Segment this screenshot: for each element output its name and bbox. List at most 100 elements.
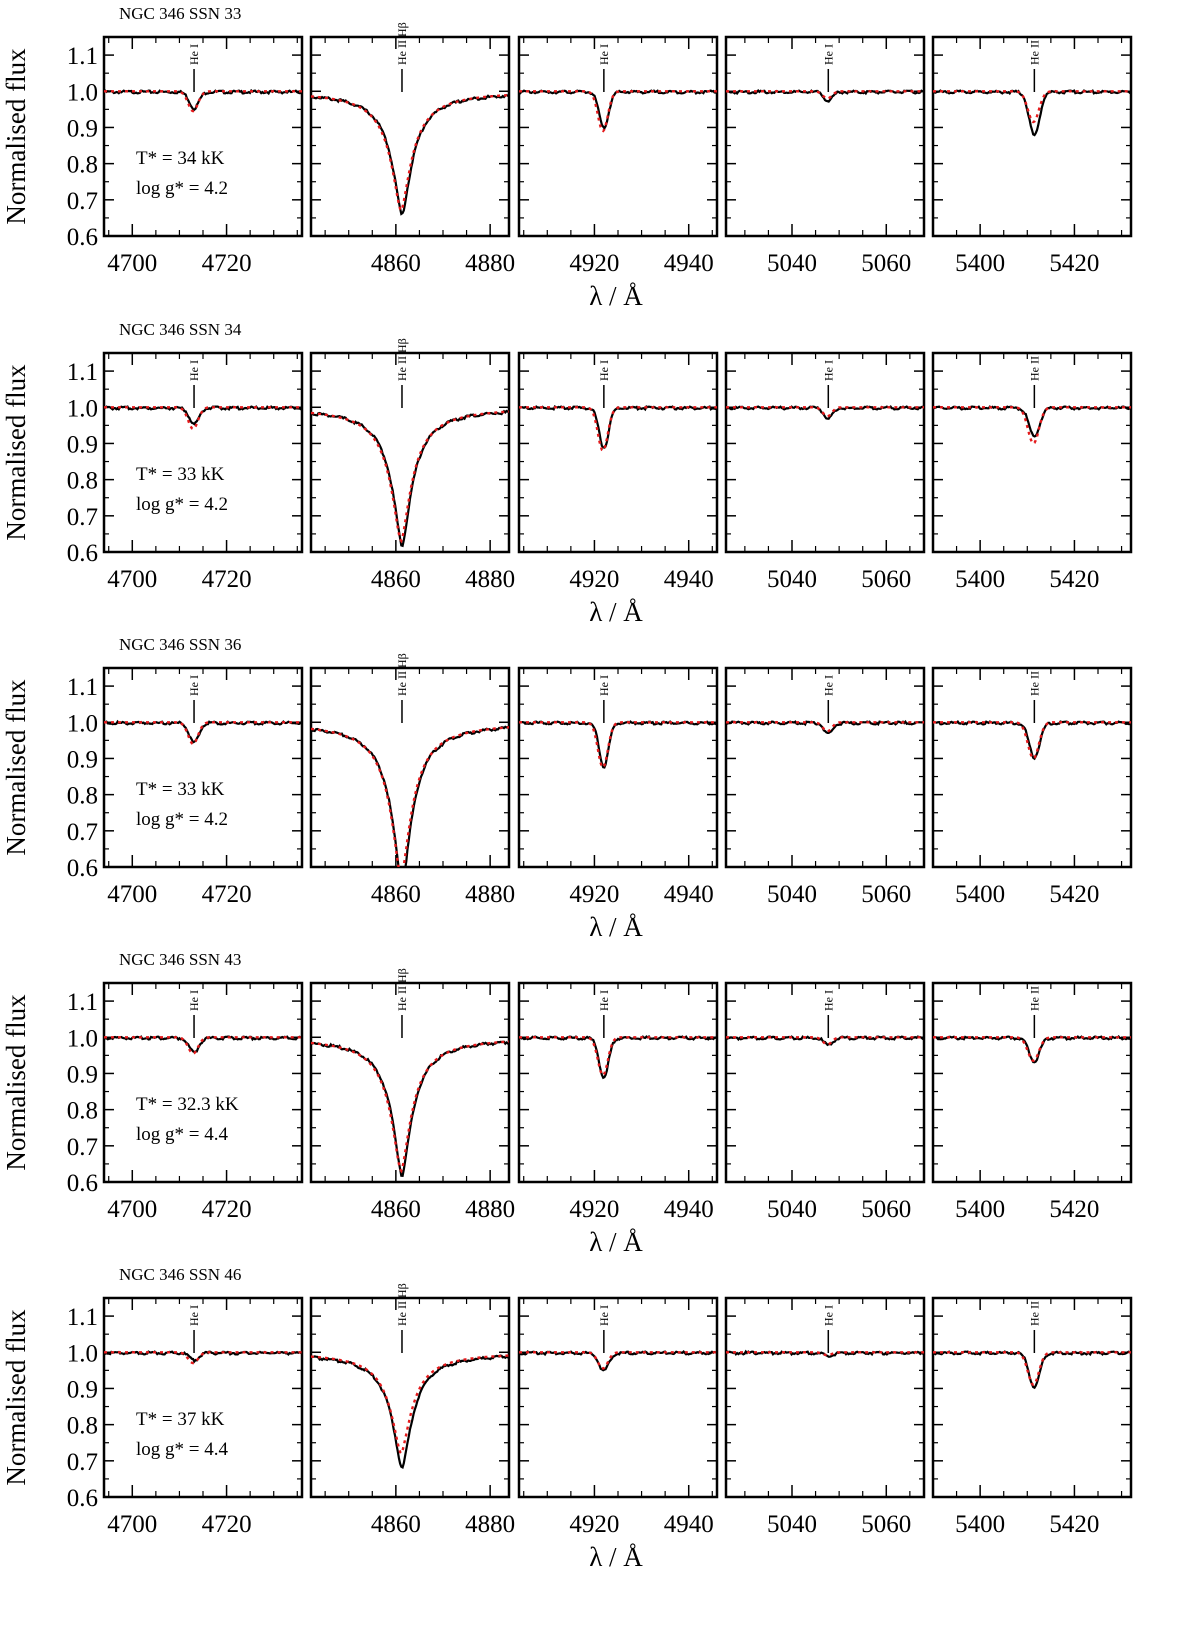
x-tick-label: 5060 (861, 1196, 911, 1223)
x-tick-label: 4940 (664, 881, 714, 908)
x-tick-label: 5420 (1049, 881, 1099, 908)
x-tick-label: 4700 (107, 250, 157, 277)
panel-frame (517, 35, 719, 238)
panel: 5040 5060 He I (724, 351, 926, 593)
line-id-label: He I (187, 1305, 201, 1326)
line-id-label: He II (1027, 1301, 1041, 1326)
observed-spectrum (726, 405, 924, 420)
observed-spectrum (519, 720, 717, 769)
teff-label: T* = 37 kK (136, 1409, 225, 1430)
panel-frame (309, 35, 511, 238)
line-id-label: He II (1027, 356, 1041, 381)
x-tick-label: 4940 (664, 1511, 714, 1538)
line-id-label: He II (1027, 986, 1041, 1011)
row-title: NGC 346 SSN 33 (119, 4, 241, 23)
observed-spectrum (933, 1350, 1131, 1390)
y-tick-label: 0.8 (67, 468, 98, 495)
line-id-label: He I (597, 1305, 611, 1326)
y-tick-label: 0.9 (67, 431, 98, 458)
line-id-label: He I (597, 44, 611, 65)
panel: 4920 4940 He I (517, 35, 719, 277)
x-tick-label: 5040 (767, 250, 817, 277)
observed-spectrum (311, 409, 509, 548)
panel-frame (724, 666, 926, 869)
line-id-label: He II Hβ (395, 653, 409, 696)
y-tick-label: 0.8 (67, 152, 98, 179)
panel: 4860 4880 He II Hβ (309, 22, 515, 277)
x-tick-label: 4920 (569, 250, 619, 277)
line-id-label: He I (821, 675, 835, 696)
panel-frame (931, 1296, 1133, 1499)
y-tick-label: 1.1 (67, 674, 98, 701)
x-tick-label: 4940 (664, 250, 714, 277)
model-spectrum (311, 410, 509, 544)
y-tick-label: 0.7 (67, 1134, 98, 1161)
panel: 0.6 0.7 0.8 0.9 1.0 1.1 4700 4720 He I T* = 33 kK… (67, 666, 304, 908)
x-tick-label: 4720 (202, 566, 252, 593)
x-tick-label: 5060 (861, 566, 911, 593)
y-tick-label: 1.1 (67, 989, 98, 1016)
x-tick-label: 5040 (767, 1196, 817, 1223)
x-tick-label: 4860 (371, 1511, 421, 1538)
y-axis-label: Normalised flux (1, 364, 31, 541)
panel-frame (724, 981, 926, 1184)
y-tick-label: 1.0 (67, 395, 98, 422)
x-tick-label: 4720 (202, 881, 252, 908)
observed-spectrum (311, 1354, 509, 1470)
line-id-label: He I (821, 1305, 835, 1326)
model-spectrum (104, 90, 302, 113)
panel-frame (309, 351, 511, 554)
panel: 4920 4940 He I (517, 351, 719, 593)
x-tick-label: 4700 (107, 1511, 157, 1538)
observed-spectrum (519, 405, 717, 449)
panel: 5400 5420 He II (931, 1296, 1133, 1538)
panel-frame (517, 1296, 719, 1499)
panel: 4860 4880 He II Hβ (309, 1283, 515, 1538)
y-tick-label: 0.6 (67, 540, 98, 567)
y-tick-label: 0.7 (67, 819, 98, 846)
x-tick-label: 4700 (107, 566, 157, 593)
row-title: NGC 346 SSN 46 (119, 1265, 241, 1284)
panel: 5400 5420 He II (931, 35, 1133, 277)
panel: 0.6 0.7 0.8 0.9 1.0 1.1 4700 4720 He I T* = 33 kK… (67, 351, 304, 593)
model-spectrum (726, 90, 924, 100)
x-tick-label: 5040 (767, 881, 817, 908)
y-tick-label: 0.7 (67, 1449, 98, 1476)
x-tick-label: 4860 (371, 881, 421, 908)
model-spectrum (311, 726, 509, 867)
observed-spectrum (726, 719, 924, 735)
panel: 4860 4880 He II Hβ (309, 653, 515, 908)
x-tick-label: 5060 (861, 1511, 911, 1538)
y-tick-label: 1.0 (67, 1025, 98, 1052)
panel-frame (102, 1296, 304, 1499)
panel: 5040 5060 He I (724, 1296, 926, 1538)
logg-label: log g* = 4.4 (136, 1124, 228, 1145)
y-tick-label: 1.1 (67, 359, 98, 386)
panel: 4920 4940 He I (517, 1296, 719, 1538)
panel: 5400 5420 He II (931, 981, 1133, 1223)
x-tick-label: 4700 (107, 1196, 157, 1223)
y-tick-label: 1.1 (67, 1304, 98, 1331)
panel: 0.6 0.7 0.8 0.9 1.0 1.1 4700 4720 He I T* = 37 kK… (67, 1296, 304, 1538)
x-axis-label: λ / Å (589, 597, 643, 627)
panel-frame (724, 351, 926, 554)
x-tick-label: 5420 (1049, 566, 1099, 593)
model-spectrum (104, 406, 302, 431)
x-tick-label: 5420 (1049, 1196, 1099, 1223)
y-tick-label: 1.0 (67, 79, 98, 106)
y-axis-label: Normalised flux (1, 48, 31, 225)
x-tick-label: 5420 (1049, 1511, 1099, 1538)
panel-frame (931, 666, 1133, 869)
model-spectrum (933, 90, 1131, 124)
y-tick-label: 0.6 (67, 1485, 98, 1512)
observed-spectrum (933, 89, 1131, 137)
x-tick-label: 4880 (465, 1196, 515, 1223)
panel: 5040 5060 He I (724, 666, 926, 908)
panel-frame (931, 351, 1133, 554)
y-tick-label: 0.7 (67, 188, 98, 215)
y-tick-label: 0.6 (67, 855, 98, 882)
panel: 5040 5060 He I (724, 35, 926, 277)
spectrum-row: NGC 346 SSN 43 Normalised flux λ / Å 0.6 0.7… (1, 950, 1133, 1257)
spectrum-row: NGC 346 SSN 36 Normalised flux λ / Å 0.6 0.7… (1, 635, 1133, 942)
